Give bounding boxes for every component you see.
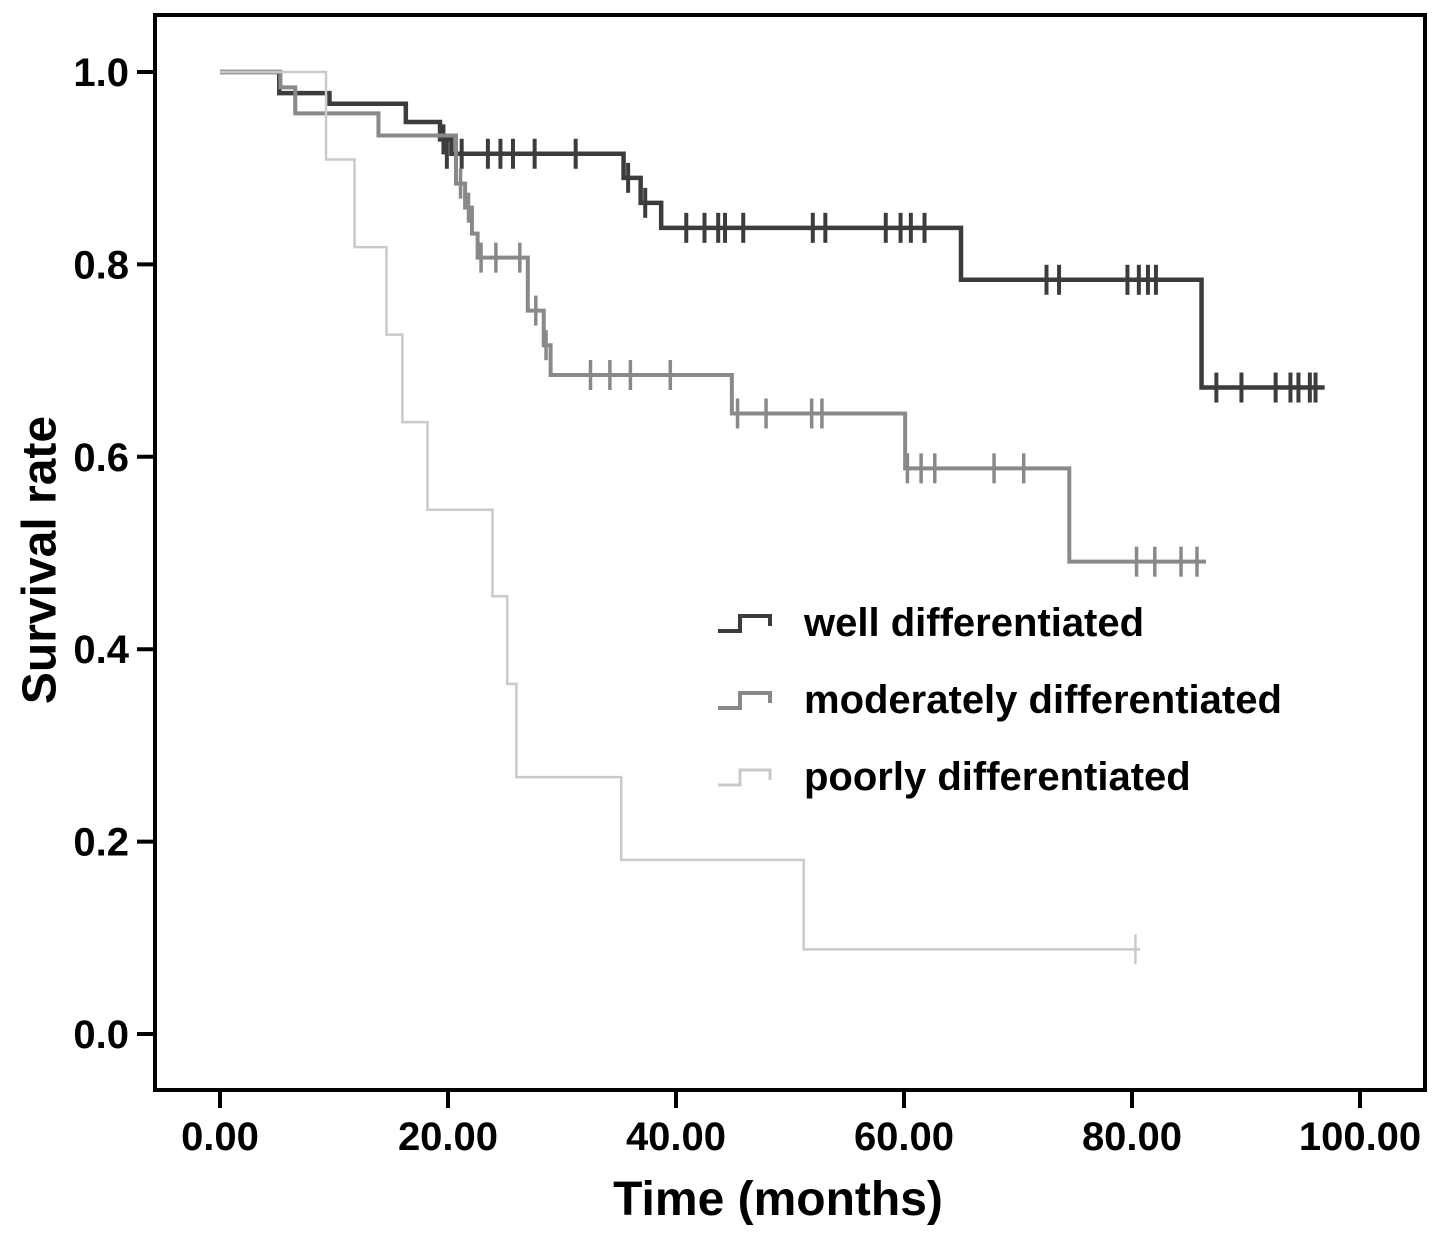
y-axis-title: Survival rate	[13, 415, 67, 705]
axis-tick-labels: 0.00 20.00 40.00 60.00 80.00 100.00 1.0 0.8 0.6 0…	[73, 51, 1421, 1159]
legend-label-well: well differentiated	[804, 600, 1145, 645]
x-tick-label: 100.00	[1299, 1115, 1421, 1159]
survival-curves	[220, 69, 1325, 965]
curve-poorly-differentiated	[220, 70, 1140, 951]
legend-item-moderately: moderately differentiated	[716, 671, 1282, 729]
x-tick-label: 20.00	[398, 1115, 498, 1159]
x-tick-label: 80.00	[1082, 1115, 1182, 1159]
legend-line-sample-well-icon	[718, 614, 772, 633]
censor-marks-moderately-differentiated	[458, 168, 1199, 577]
y-tick-label: 0.0	[73, 1013, 129, 1057]
legend-line-sample-moderately-icon	[718, 691, 772, 710]
plot-border	[153, 13, 1427, 1092]
x-axis-title: Time (months)	[613, 1173, 943, 1226]
series-well-differentiated	[220, 69, 1325, 403]
x-tick-label: 60.00	[854, 1115, 954, 1159]
plot-box	[153, 13, 1427, 1092]
legend-item-well: well differentiated	[716, 594, 1282, 652]
y-tick-label: 1.0	[73, 51, 129, 95]
legend-line-sample-poorly-icon	[718, 768, 772, 787]
y-tick-label: 0.6	[73, 436, 129, 480]
x-tick-label: 40.00	[626, 1115, 726, 1159]
legend-label-poorly: poorly differentiated	[804, 754, 1191, 799]
curve-moderately-differentiated	[220, 70, 1207, 564]
legend-label-moderately: moderately differentiated	[804, 677, 1282, 722]
y-tick-label: 0.8	[73, 243, 129, 287]
legend-item-poorly: poorly differentiated	[716, 748, 1282, 806]
y-tick-label: 0.4	[73, 628, 129, 672]
series-moderately-differentiated	[220, 70, 1207, 577]
legend: well differentiated moderately different…	[716, 594, 1282, 806]
x-tick-label: 0.00	[181, 1115, 259, 1159]
y-tick-label: 0.2	[73, 821, 129, 865]
series-poorly-differentiated	[220, 70, 1140, 965]
curve-well-differentiated	[220, 69, 1325, 390]
axis-ticks	[137, 70, 1362, 1108]
censor-marks-well-differentiated	[441, 124, 1318, 403]
